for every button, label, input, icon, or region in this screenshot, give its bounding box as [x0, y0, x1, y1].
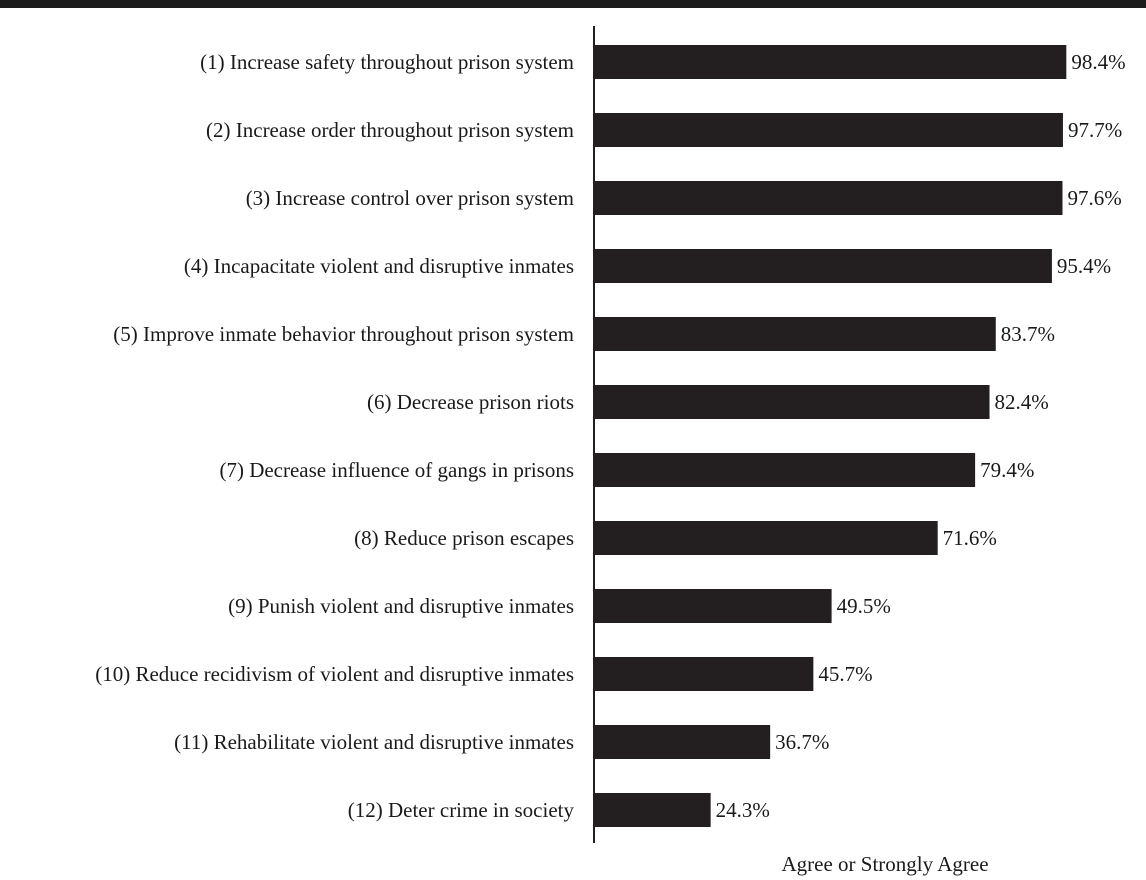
value-label: 95.4%: [1057, 254, 1111, 278]
value-label: 98.4%: [1071, 50, 1125, 74]
category-label: (1) Increase safety throughout prison sy…: [200, 50, 574, 74]
bar: [594, 453, 975, 487]
bar: [594, 113, 1063, 147]
bars: [594, 45, 1066, 827]
value-label: 36.7%: [775, 730, 829, 754]
value-label: 97.6%: [1067, 186, 1121, 210]
value-label: 79.4%: [980, 458, 1034, 482]
value-label: 49.5%: [837, 594, 891, 618]
bar: [594, 45, 1066, 79]
category-label: (8) Reduce prison escapes: [354, 526, 574, 550]
value-label: 83.7%: [1001, 322, 1055, 346]
bar: [594, 385, 990, 419]
value-label: 24.3%: [716, 798, 770, 822]
category-label: (9) Punish violent and disruptive inmate…: [228, 594, 574, 618]
value-label: 45.7%: [818, 662, 872, 686]
category-label: (10) Reduce recidivism of violent and di…: [95, 662, 574, 686]
bar: [594, 249, 1052, 283]
category-label: (12) Deter crime in society: [348, 798, 575, 822]
bar: [594, 793, 711, 827]
category-label: (11) Rehabilitate violent and disruptive…: [174, 730, 574, 754]
category-labels: (1) Increase safety throughout prison sy…: [95, 50, 574, 822]
bar: [594, 181, 1062, 215]
category-label: (3) Increase control over prison system: [246, 186, 574, 210]
bar: [594, 589, 832, 623]
bar: [594, 521, 938, 555]
bar: [594, 317, 996, 351]
category-label: (4) Incapacitate violent and disruptive …: [184, 254, 574, 278]
value-labels: 98.4% 97.7% 97.6% 95.4% 83.7% 82.4% 79.4% 71.6%…: [716, 50, 1126, 822]
value-label: 71.6%: [943, 526, 997, 550]
bar: [594, 725, 770, 759]
category-label: (6) Decrease prison riots: [367, 390, 574, 414]
x-axis-title: Agree or Strongly Agree: [781, 852, 988, 876]
category-label: (2) Increase order throughout prison sys…: [206, 118, 574, 142]
category-label: (5) Improve inmate behavior throughout p…: [113, 322, 574, 346]
value-label: 82.4%: [995, 390, 1049, 414]
value-label: 97.7%: [1068, 118, 1122, 142]
bar: [594, 657, 813, 691]
category-label: (7) Decrease influence of gangs in priso…: [219, 458, 574, 482]
